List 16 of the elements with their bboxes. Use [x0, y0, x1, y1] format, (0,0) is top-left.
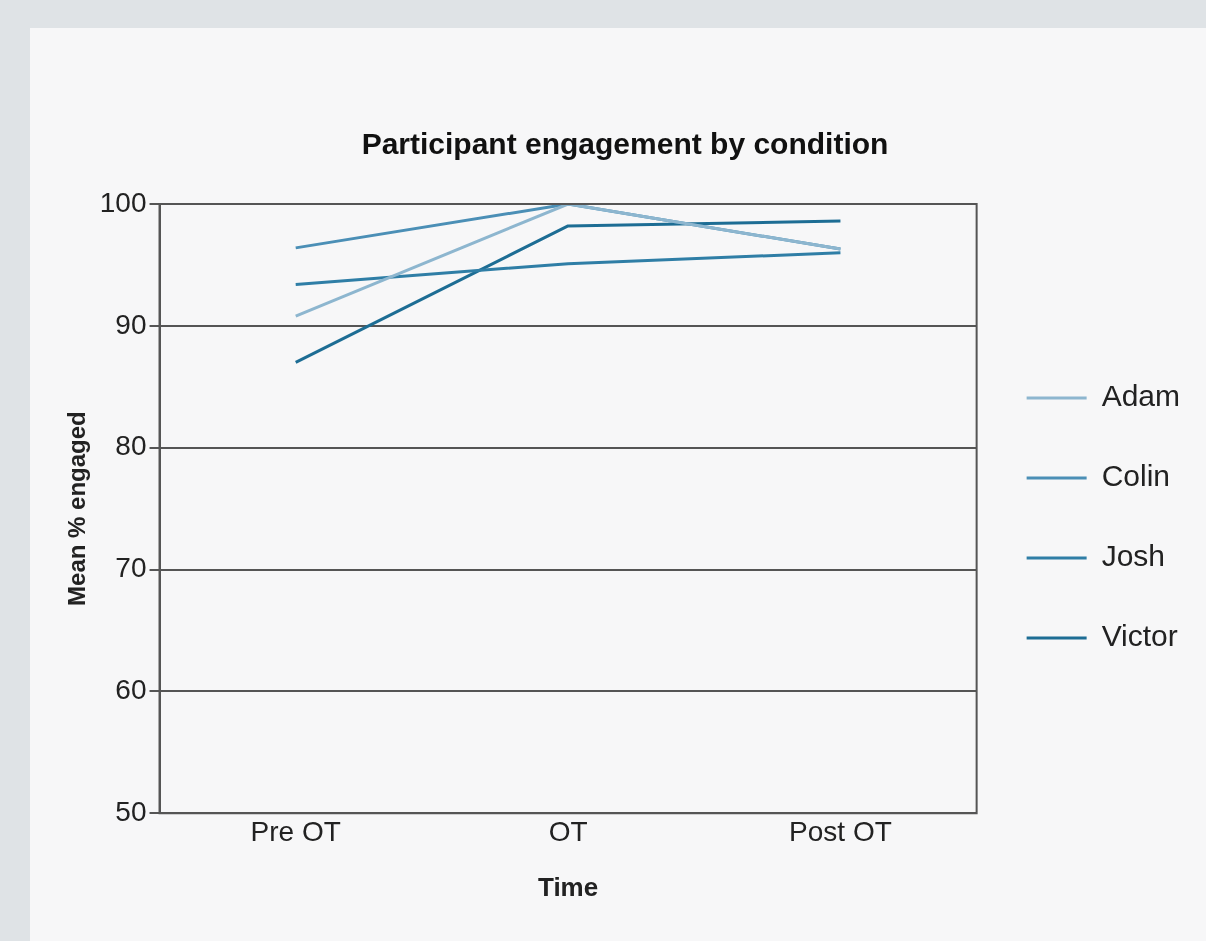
- y-axis-title: Mean % engaged: [63, 411, 91, 606]
- x-axis-title: Time: [537, 871, 599, 902]
- y-tick-label: 80: [115, 430, 147, 462]
- chart-title: Participant engagement by condition: [361, 127, 889, 161]
- legend-label: Victor: [1101, 619, 1178, 653]
- y-tick-label: 100: [99, 186, 147, 218]
- legend-label: Adam: [1101, 379, 1181, 413]
- y-tick-label: 90: [115, 308, 147, 340]
- legend-label: Josh: [1101, 539, 1166, 573]
- x-tick-label: Post OT: [789, 815, 892, 847]
- x-tick-label: OT: [548, 815, 588, 847]
- y-tick-label: 60: [115, 674, 147, 706]
- legend-label: Colin: [1101, 459, 1171, 493]
- x-tick-label: Pre OT: [250, 815, 341, 847]
- y-tick-label: 70: [115, 552, 147, 584]
- y-tick-label: 50: [115, 795, 147, 827]
